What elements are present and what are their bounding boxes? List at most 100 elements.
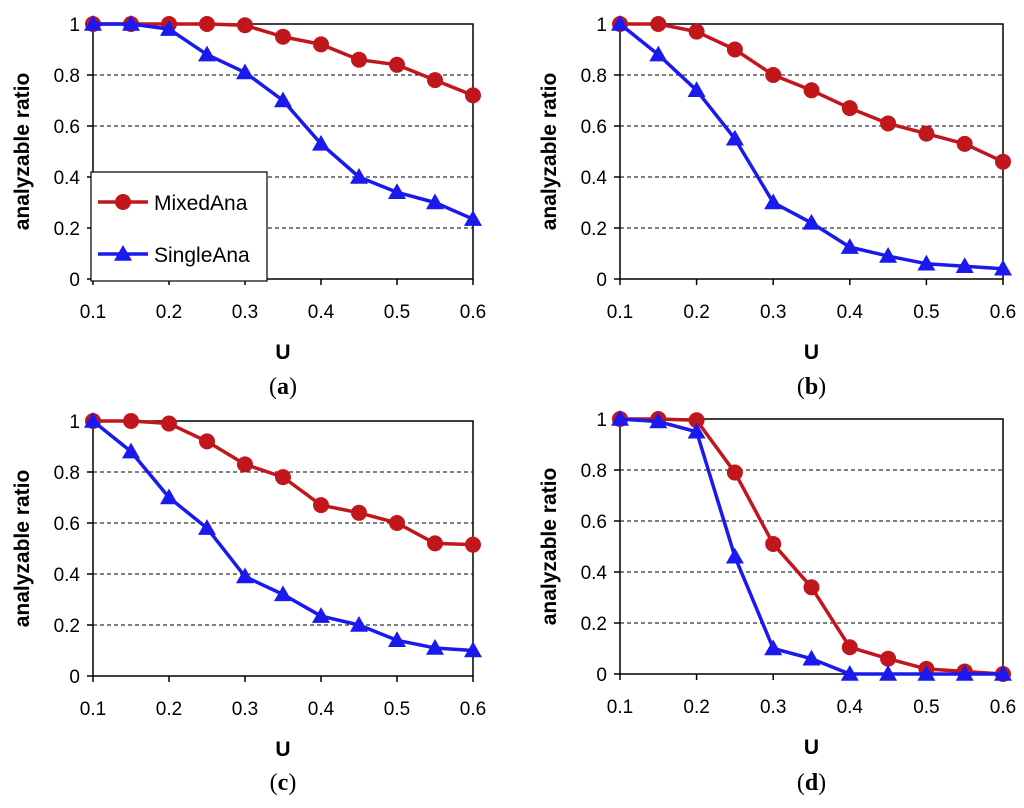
chart-panel-b: 0 0.2 0.4 0.6 0.8 1 0.1 0.2 0.3 0.4 0.5 0.6 Uanalyza… (538, 15, 1016, 400)
y-tick-label: 0 (69, 667, 80, 688)
legend-box (90, 171, 268, 282)
data-point-SingleAna (312, 607, 330, 623)
data-point-MixedAna (351, 51, 367, 68)
data-point-SingleAna (649, 412, 668, 429)
data-point-MixedAna (880, 115, 897, 132)
data-point-SingleAna (274, 585, 292, 602)
data-point-SingleAna (236, 567, 254, 584)
data-point-SingleAna (840, 665, 859, 681)
y-tick-label: 0.4 (54, 168, 81, 189)
x-tick-label: 0.3 (760, 302, 786, 323)
data-point-SingleAna (994, 665, 1012, 681)
data-point-MixedAna (427, 72, 443, 89)
data-point-SingleAna (687, 81, 706, 98)
data-point-MixedAna (313, 36, 329, 53)
y-tick-label: 1 (596, 15, 607, 36)
x-tick-label: 0.6 (460, 699, 486, 720)
y-axis-label: analyzable ratio (11, 73, 34, 231)
y-tick-label: 1 (69, 412, 80, 433)
data-point-MixedAna (803, 82, 820, 99)
y-axis-label: analyzable ratio (538, 73, 561, 231)
y-axis-label: analyzable ratio (538, 468, 561, 626)
data-point-SingleAna (955, 665, 974, 681)
data-point-SingleAna (917, 665, 936, 681)
panel-caption: (c) (270, 770, 297, 796)
y-tick-label: 0.2 (54, 219, 80, 240)
x-tick-label: 0.1 (607, 697, 633, 718)
data-point-SingleAna (725, 547, 744, 564)
data-point-MixedAna (465, 87, 481, 104)
data-point-SingleAna (464, 641, 482, 658)
data-point-SingleAna (274, 91, 292, 108)
y-tick-label: 0.8 (581, 66, 607, 87)
data-point-MixedAna (199, 16, 215, 32)
data-point-MixedAna (956, 135, 973, 152)
data-point-MixedAna (237, 17, 253, 34)
data-point-SingleAna (236, 63, 254, 80)
data-point-MixedAna (726, 464, 743, 481)
data-point-SingleAna (388, 183, 406, 200)
data-point-SingleAna (198, 45, 216, 62)
y-tick-label: 0.6 (54, 514, 80, 535)
x-tick-label: 0.2 (683, 302, 709, 323)
y-tick-label: 0 (596, 665, 607, 686)
x-tick-label: 0.5 (913, 302, 939, 323)
panel-caption-letter: c (278, 770, 289, 796)
x-axis-label: U (804, 736, 819, 759)
data-point-MixedAna (880, 650, 897, 667)
data-point-SingleAna (840, 238, 859, 254)
y-tick-label: 0.6 (581, 117, 607, 138)
data-point-SingleAna (122, 15, 140, 31)
x-tick-label: 0.2 (156, 302, 182, 323)
data-point-MixedAna (688, 23, 705, 40)
series-line-SingleAna (619, 417, 1003, 676)
x-tick-label: 0.5 (384, 699, 410, 720)
data-point-MixedAna (995, 153, 1011, 170)
y-tick-label: 0.8 (54, 66, 80, 87)
data-point-MixedAna (123, 413, 139, 429)
x-tick-label: 0.4 (308, 302, 335, 323)
data-point-MixedAna (465, 536, 481, 553)
data-point-SingleAna (955, 257, 974, 273)
series-line-MixedAna (620, 417, 1004, 676)
x-tick-label: 0.1 (80, 302, 106, 323)
data-point-SingleAna (764, 639, 783, 656)
legend: MixedAna SingleAna (90, 171, 268, 282)
y-tick-label: 0.4 (581, 563, 608, 584)
chart-panel-d: 0 0.2 0.4 0.6 0.8 1 0.1 0.2 0.3 0.4 0.5 0.6 Uanalyza… (538, 410, 1016, 796)
data-point-MixedAna (199, 433, 215, 450)
panel-caption-letter: a (277, 374, 289, 400)
x-tick-label: 0.6 (990, 302, 1016, 323)
y-tick-label: 0.2 (581, 614, 607, 635)
x-tick-label: 0.1 (607, 302, 633, 323)
data-point-SingleAna (725, 129, 744, 146)
y-tick-label: 0.6 (581, 512, 607, 533)
data-point-MixedAna (313, 497, 329, 514)
data-point-SingleAna (879, 665, 898, 681)
data-point-SingleAna (611, 15, 629, 31)
data-point-SingleAna (994, 259, 1012, 276)
data-point-SingleAna (198, 519, 216, 535)
data-point-SingleAna (84, 412, 102, 428)
x-tick-label: 0.2 (156, 699, 182, 720)
y-tick-label: 0.2 (581, 219, 607, 240)
data-point-SingleAna (350, 616, 368, 632)
data-point-SingleAna (687, 422, 706, 439)
legend-label-MixedAna: MixedAna (154, 192, 248, 215)
y-axis-label: analyzable ratio (11, 470, 34, 628)
x-tick-label: 0.6 (460, 302, 486, 323)
y-tick-label: 0.8 (54, 463, 80, 484)
data-point-MixedAna (841, 639, 858, 656)
data-point-MixedAna (427, 535, 443, 552)
data-point-SingleAna (802, 213, 821, 230)
data-point-MixedAna (237, 456, 253, 473)
data-point-SingleAna (160, 488, 178, 505)
legend-marker-MixedAna (115, 194, 131, 210)
data-point-MixedAna (275, 469, 291, 486)
y-tick-label: 0.6 (54, 117, 80, 138)
x-axis-label: U (804, 341, 819, 364)
series-line-SingleAna (91, 419, 474, 653)
x-tick-label: 0.4 (837, 302, 864, 323)
data-point-SingleAna (84, 15, 102, 31)
